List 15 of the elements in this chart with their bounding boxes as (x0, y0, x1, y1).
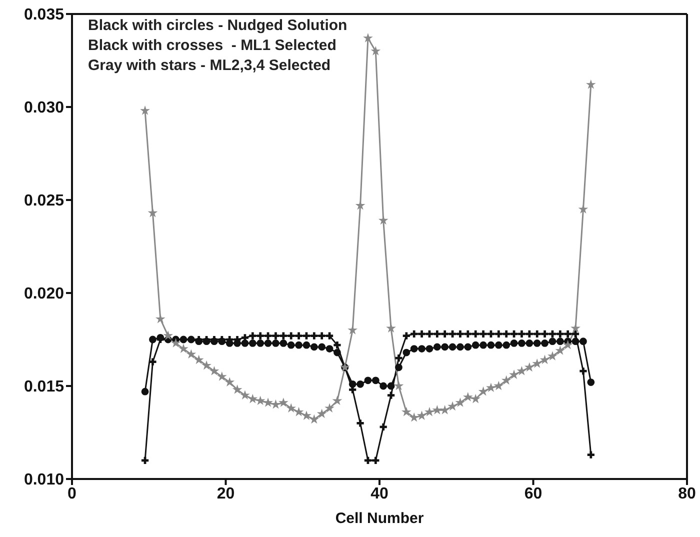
x-tick-label: 20 (216, 485, 235, 502)
annotation: Black with circles - Nudged Solution (88, 16, 348, 36)
y-tick-label: 0.025 (24, 192, 64, 210)
y-tick-label: 0.035 (24, 6, 64, 24)
y-tick-label: 0.030 (24, 100, 64, 117)
y-tick-label: 0.015 (24, 378, 64, 396)
annotation: Black with crosses - ML1 Selected (88, 36, 338, 56)
y-tick-label: 0.020 (24, 286, 64, 303)
x-axis-title: Cell Number (335, 510, 424, 527)
x-tick-label: 40 (370, 485, 388, 502)
x-tick-label: 60 (524, 485, 542, 502)
x-tick-label: 0 (68, 485, 77, 502)
x-tick-label: 80 (678, 485, 696, 502)
annotation: Gray with stars - ML2,3,4 Selected (88, 56, 332, 76)
y-tick-label: 0.010 (24, 472, 64, 489)
